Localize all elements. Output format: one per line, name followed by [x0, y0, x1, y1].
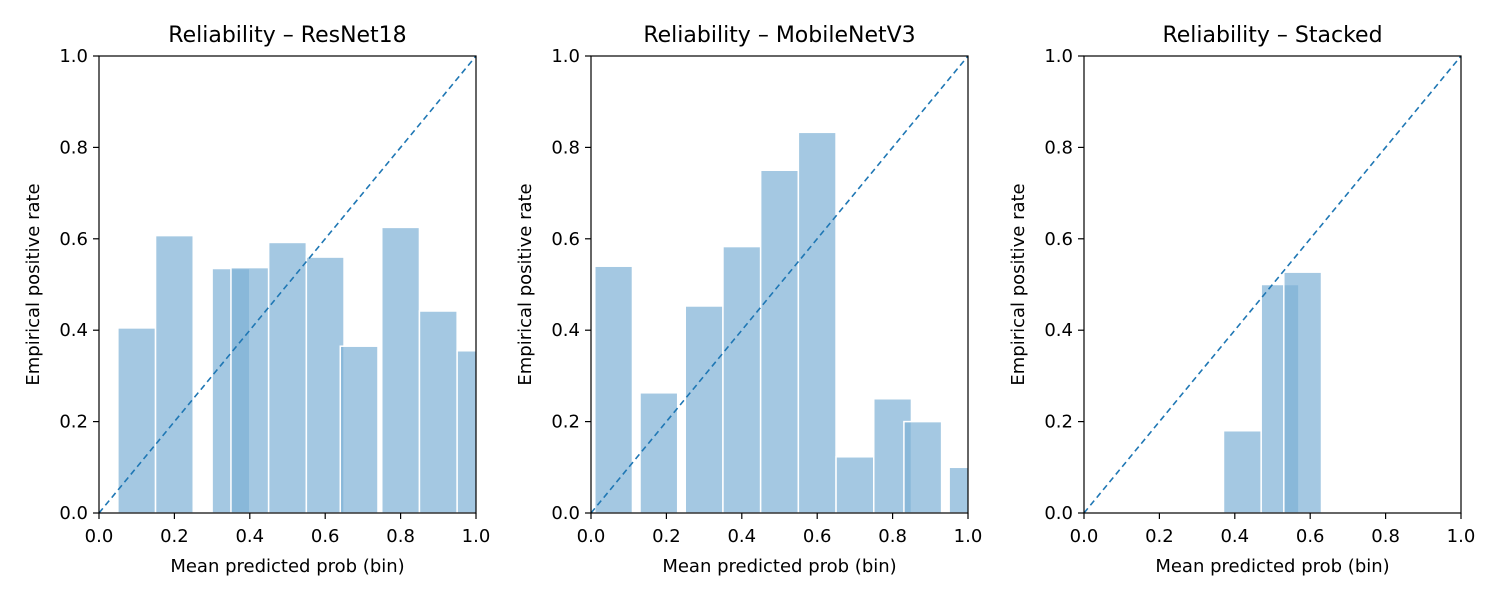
bar-5 — [267, 241, 308, 513]
x-tick-label: 1.0 — [1447, 526, 1476, 547]
x-axis-label: Mean predicted prob (bin) — [662, 556, 896, 577]
bar-7 — [835, 456, 875, 513]
plot-area — [99, 56, 476, 513]
bar-3 — [1283, 271, 1323, 513]
y-tick-label: 0.2 — [59, 412, 88, 433]
bar-1 — [1222, 429, 1262, 513]
bar-6 — [797, 131, 837, 513]
x-tick-label: 1.0 — [462, 526, 491, 547]
perfect-calibration-line — [591, 56, 968, 513]
y-tick-label: 0.8 — [551, 137, 580, 158]
chart-title: Reliability – ResNet18 — [168, 23, 406, 48]
perfect-calibration-line — [99, 56, 476, 513]
y-tick-label: 0.0 — [551, 503, 580, 524]
x-tick-label: 0.2 — [160, 526, 189, 547]
x-tick-label: 0.8 — [1371, 526, 1400, 547]
bar-5 — [759, 169, 800, 513]
x-tick-label: 1.0 — [954, 526, 983, 547]
bar-3 — [684, 305, 724, 513]
perfect-calibration-line — [1084, 56, 1461, 513]
plot-area — [591, 56, 968, 513]
axes-frame — [98, 55, 477, 514]
bar-9 — [418, 310, 458, 513]
y-tick-label: 1.0 — [59, 46, 88, 67]
x-tick-label: 0.0 — [1070, 526, 1099, 547]
y-axis-label: Empirical positive rate — [1008, 183, 1029, 385]
y-tick-label: 0.8 — [59, 137, 88, 158]
x-tick-label: 0.4 — [1220, 526, 1249, 547]
x-tick-label: 0.6 — [311, 526, 340, 547]
y-tick-label: 0.0 — [59, 503, 88, 524]
y-tick-label: 0.6 — [1044, 229, 1073, 250]
y-tick-label: 0.4 — [1044, 320, 1073, 341]
chart-title: Reliability – Stacked — [1162, 23, 1382, 48]
y-axis-label: Empirical positive rate — [23, 183, 44, 385]
plot-area — [1084, 56, 1461, 513]
bar-9 — [903, 420, 943, 513]
axes-frame — [590, 55, 969, 514]
y-tick-label: 0.6 — [551, 229, 580, 250]
x-tick-label: 0.8 — [386, 526, 415, 547]
y-tick-label: 1.0 — [551, 46, 580, 67]
y-axis-label: Empirical positive rate — [515, 183, 536, 385]
chart-panel-1: 0.0 0.2 0.4 0.6 0.8 1.0 0.0 0.2 0.4 0.6 0.8 1.0 Reli… — [23, 23, 491, 577]
y-tick-label: 0.2 — [1044, 412, 1073, 433]
x-axis-label: Mean predicted prob (bin) — [1155, 556, 1389, 577]
y-tick-label: 0.2 — [551, 412, 580, 433]
y-tick-label: 0.0 — [1044, 503, 1073, 524]
bar-4 — [230, 266, 270, 513]
x-tick-label: 0.6 — [803, 526, 832, 547]
y-tick-label: 0.4 — [551, 320, 580, 341]
bar-2 — [639, 392, 679, 513]
bar-10 — [948, 466, 968, 513]
x-tick-label: 0.8 — [878, 526, 907, 547]
x-tick-label: 0.2 — [1145, 526, 1174, 547]
x-tick-label: 0.2 — [652, 526, 681, 547]
chart-panel-2: 0.0 0.2 0.4 0.6 0.8 1.0 0.0 0.2 0.4 0.6 0.8 1.0 Reli… — [515, 23, 983, 577]
bar-4 — [722, 245, 762, 513]
bar-6 — [305, 256, 345, 513]
y-tick-label: 0.4 — [59, 320, 88, 341]
x-tick-label: 0.0 — [577, 526, 606, 547]
x-tick-label: 0.6 — [1296, 526, 1325, 547]
x-axis-label: Mean predicted prob (bin) — [170, 556, 404, 577]
y-tick-label: 0.8 — [1044, 137, 1073, 158]
chart-panel-3: 0.0 0.2 0.4 0.6 0.8 1.0 0.0 0.2 0.4 0.6 0.8 1.0 Reli… — [1008, 23, 1475, 577]
bar-8 — [381, 226, 421, 513]
bar-1 — [117, 327, 157, 513]
bar-7 — [339, 345, 379, 513]
y-tick-label: 1.0 — [1044, 46, 1073, 67]
x-tick-label: 0.0 — [85, 526, 114, 547]
y-tick-label: 0.6 — [59, 229, 88, 250]
x-tick-label: 0.4 — [727, 526, 756, 547]
x-tick-label: 0.4 — [235, 526, 264, 547]
bar-2 — [154, 234, 195, 513]
bar-1 — [594, 265, 634, 513]
chart-title: Reliability – MobileNetV3 — [643, 23, 915, 48]
axes-frame — [1083, 55, 1462, 514]
